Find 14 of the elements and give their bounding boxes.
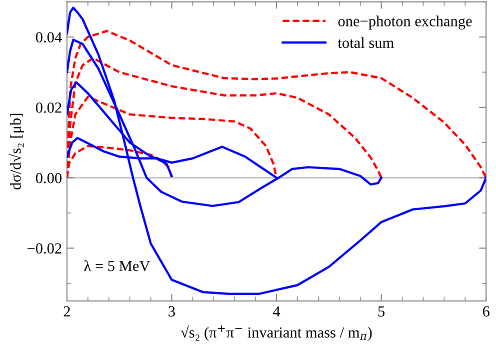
y-tick-label: 0.02 (36, 102, 62, 113)
annotation: λ = 5 MeV (84, 260, 150, 272)
y-tick-label: 0.00 (36, 172, 62, 184)
x-axis-title: √s₂ (π$^{+}$π$^{−}$ invariant mass / m$_{π}$) (180, 325, 372, 341)
x-tick-label: 6 (482, 306, 490, 317)
legend-label: total sum (338, 37, 394, 48)
y-tick-label: −0.02 (28, 243, 62, 254)
x-tick-label: 2 (64, 306, 70, 316)
x-tick-label: 3 (168, 306, 175, 317)
legend-label: one−photon exchange (338, 16, 472, 30)
y-axis-title: dσ/d√s₂ [μb] (8, 114, 24, 190)
x-tick-label: 4 (273, 306, 280, 316)
y-tick-label: 0.04 (36, 32, 62, 42)
x-tick-label: 5 (378, 306, 385, 317)
